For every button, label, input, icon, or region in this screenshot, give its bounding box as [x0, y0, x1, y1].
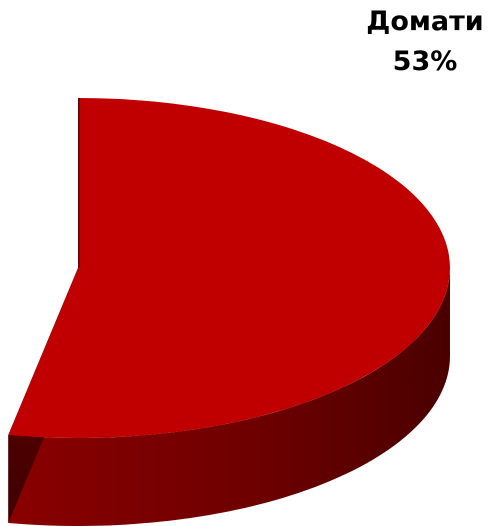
data-label-name: Домати — [366, 6, 484, 37]
pie-slice-start-rim — [78, 98, 80, 268]
data-label-tomatoes: Домати 53% — [350, 2, 500, 82]
data-label-value: 53% — [392, 46, 458, 77]
pie-slice-tomatoes — [8, 98, 450, 439]
pie-slice-side — [8, 268, 450, 526]
